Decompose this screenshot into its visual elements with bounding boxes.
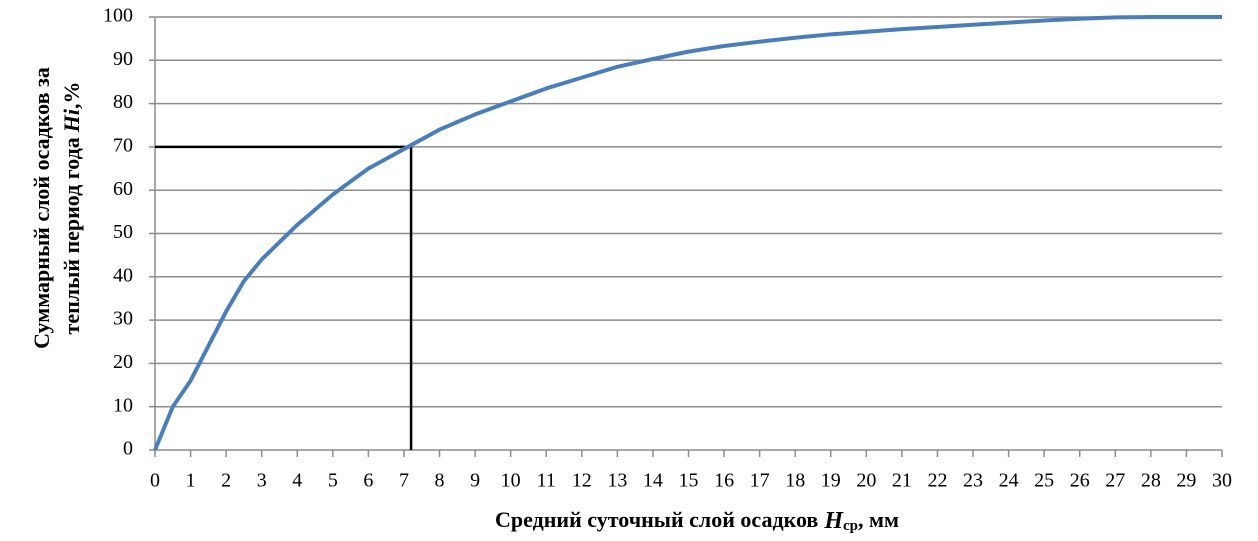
y-axis-label: теплый период года Hi,% — [59, 82, 84, 335]
x-tick-label: 22 — [927, 470, 947, 492]
x-tick-label: 14 — [643, 470, 663, 492]
y-label-suffix: ,% — [59, 82, 84, 110]
x-tick-label: 3 — [257, 470, 267, 492]
y-label-symbol: Hi — [59, 108, 84, 133]
x-tick-label: 17 — [750, 470, 770, 492]
x-tick-label: 23 — [963, 470, 983, 492]
x-tick-label: 10 — [501, 470, 521, 492]
x-tick-label: 5 — [328, 470, 338, 492]
x-tick-label: 8 — [435, 470, 445, 492]
x-tick-label: 28 — [1141, 470, 1161, 492]
x-tick-label: 16 — [714, 470, 734, 492]
y-axis-label: Суммарный слой осадков за — [29, 67, 54, 349]
x-tick-label: 29 — [1176, 470, 1196, 492]
y-tick-label: 100 — [103, 5, 133, 27]
x-tick-label: 9 — [470, 470, 480, 492]
x-tick-label: 2 — [221, 470, 231, 492]
x-label-suffix: , мм — [858, 507, 899, 532]
x-axis-label: Средний суточный слой осадков Hср, мм — [495, 507, 899, 534]
x-tick-label: 18 — [785, 470, 805, 492]
y-tick-label: 90 — [113, 48, 133, 70]
x-tick-label: 24 — [999, 470, 1019, 492]
y-tick-label: 80 — [113, 91, 133, 113]
y-tick-label: 60 — [113, 178, 133, 200]
x-tick-label: 1 — [186, 470, 196, 492]
x-tick-label: 19 — [821, 470, 841, 492]
y-tick-label: 40 — [113, 264, 133, 286]
y-tick-label: 70 — [113, 134, 133, 156]
x-tick-label: 26 — [1070, 470, 1090, 492]
x-label-symbol: H — [823, 508, 844, 534]
x-tick-label: 12 — [572, 470, 592, 492]
x-tick-label: 15 — [679, 470, 699, 492]
x-tick-label: 13 — [607, 470, 627, 492]
x-tick-label: 30 — [1212, 470, 1232, 492]
x-tick-label: 4 — [292, 470, 302, 492]
y-tick-label: 50 — [113, 221, 133, 243]
y-tick-label: 20 — [113, 351, 133, 373]
x-tick-label: 6 — [363, 470, 373, 492]
x-label-text: Средний суточный слой осадков — [495, 507, 818, 532]
x-label-subscript: ср — [843, 518, 858, 534]
x-tick-label: 7 — [399, 470, 409, 492]
y-tick-label: 30 — [113, 308, 133, 330]
data-line — [153, 15, 1222, 451]
x-tick-label: 27 — [1105, 470, 1125, 492]
x-tick-label: 0 — [150, 470, 160, 492]
y-tick-label: 10 — [113, 394, 133, 416]
x-tick-label: 11 — [537, 470, 556, 492]
y-label-text: теплый период года — [59, 137, 84, 334]
x-tick-label: 20 — [856, 470, 876, 492]
y-tick-label: 0 — [123, 438, 133, 460]
x-tick-label: 21 — [892, 470, 912, 492]
x-tick-label: 25 — [1034, 470, 1054, 492]
